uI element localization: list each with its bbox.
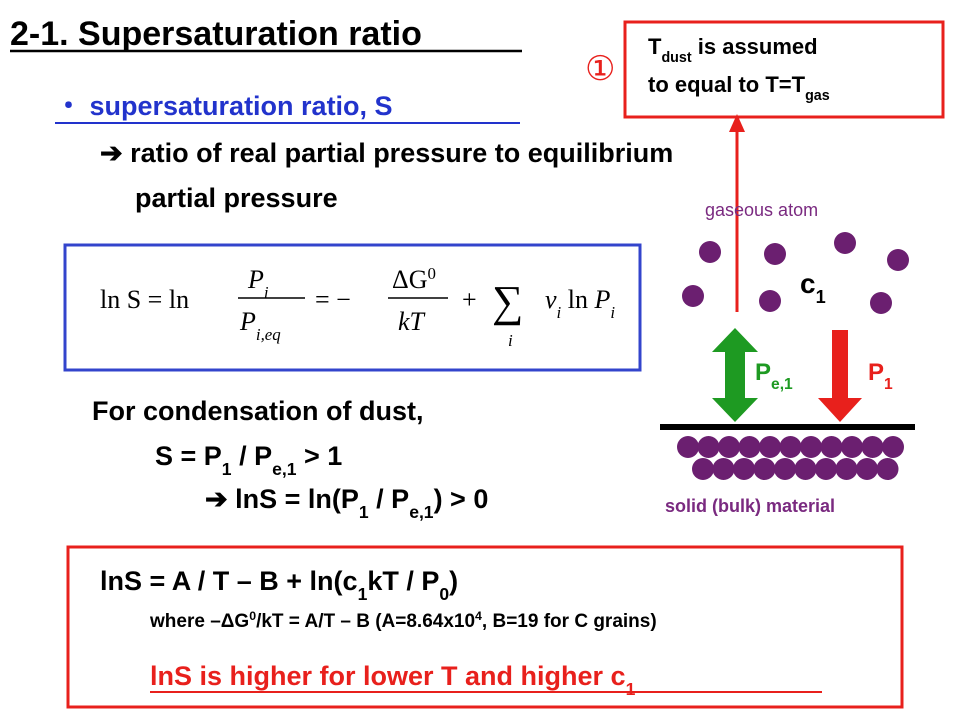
atom — [699, 241, 721, 263]
note-marker: ① — [585, 50, 615, 88]
atom — [815, 458, 837, 480]
atom — [759, 436, 781, 458]
formula-text: = − — [315, 285, 351, 314]
atom — [753, 458, 776, 480]
atom — [856, 458, 878, 480]
log-condition: ➔ lnS = ln(P1 / Pe,1) > 0 — [205, 484, 488, 522]
atom — [876, 458, 899, 480]
atom — [718, 436, 740, 458]
diagram: gaseous atom c1 Pe,1 P1 solid (bulk) mat… — [660, 114, 915, 516]
atom — [887, 249, 909, 271]
atom — [682, 285, 704, 307]
solid-label: solid (bulk) material — [665, 496, 835, 516]
atom — [882, 436, 904, 458]
atom — [697, 436, 720, 458]
formula: ln S = ln Pi Pi,eq = − ΔG0 kT + ∑ i νi l… — [100, 264, 615, 351]
equilibrium-pressure: Pe,1 — [755, 359, 793, 393]
formula-text: ∑ — [492, 277, 523, 326]
condition: S = P1 / Pe,1 > 1 — [155, 441, 342, 479]
result-where: where –ΔG0/kT = A/T – B (A=8.64x104, B=1… — [149, 609, 657, 632]
result-equation: lnS = A / T – B + ln(c1kT / P0) — [100, 566, 458, 604]
atom — [733, 458, 755, 480]
title: 2-1. Supersaturation ratio — [10, 15, 422, 53]
atom — [774, 458, 796, 480]
atom — [712, 458, 735, 480]
note-arrowhead — [729, 114, 745, 132]
gas-label: gaseous atom — [705, 200, 818, 220]
atom — [692, 458, 714, 480]
atom — [779, 436, 802, 458]
atom — [841, 436, 863, 458]
atom — [794, 458, 817, 480]
formula-box — [63, 243, 642, 372]
formula-text: Pi — [247, 265, 269, 302]
note-box — [623, 20, 945, 119]
concentration: c1 — [800, 268, 826, 307]
atom — [677, 436, 699, 458]
definition: ➔ ratio of real partial pressure to equi… — [100, 138, 673, 168]
solid-atoms — [677, 436, 904, 480]
formula-text: kT — [398, 307, 426, 336]
note-text: Tdust is assumed — [648, 34, 818, 66]
note-text: to equal to T=Tgas — [648, 72, 830, 104]
formula-text: ln S = ln — [100, 285, 189, 314]
atom — [835, 458, 858, 480]
formula-text: i — [508, 331, 513, 350]
condensation-heading: For condensation of dust, — [92, 396, 424, 426]
formula-text: Pi,eq — [239, 307, 281, 344]
gas-atoms — [682, 232, 909, 314]
atom — [759, 290, 781, 312]
formula-text: ΔG0 — [392, 264, 436, 295]
definition: partial pressure — [135, 183, 338, 213]
atom — [764, 243, 786, 265]
atom — [870, 292, 892, 314]
formula-text: νi ln Pi — [545, 285, 615, 322]
atom — [800, 436, 822, 458]
pressure-arrow — [818, 330, 862, 422]
atom — [834, 232, 856, 254]
atom — [861, 436, 884, 458]
bullet: ・ supersaturation ratio, S — [55, 91, 393, 121]
atom — [738, 436, 761, 458]
equilibrium-arrow — [712, 328, 758, 422]
partial-pressure: P1 — [868, 359, 893, 393]
result-box — [66, 545, 904, 709]
atom — [820, 436, 843, 458]
formula-text: + — [462, 285, 477, 314]
result-conclusion: lnS is higher for lower T and higher c1 — [150, 661, 636, 699]
